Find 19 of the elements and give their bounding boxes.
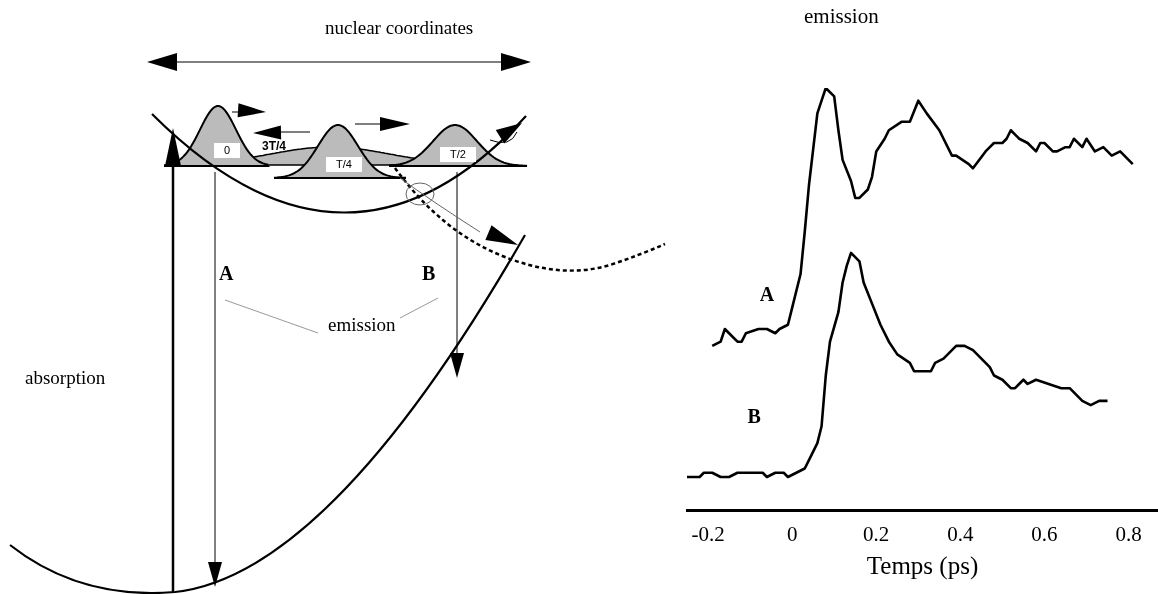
text: T/2: [440, 147, 476, 162]
text: A: [219, 262, 234, 284]
x-tick-label: 0.2: [863, 521, 890, 546]
text: 3T/4: [262, 139, 287, 153]
x-axis-title: Temps (ps): [866, 551, 979, 580]
text: T/4: [326, 157, 362, 172]
x-tick-label: 0.6: [1031, 521, 1058, 546]
text: 0: [214, 143, 241, 158]
text: B: [747, 404, 761, 427]
series-label: A: [759, 283, 775, 305]
text: B: [422, 262, 436, 284]
text: nuclear coordinates: [325, 17, 474, 38]
x-tick-label: 0.8: [1115, 521, 1142, 546]
x-tick-label: 0.4: [947, 521, 974, 546]
text: absorption: [25, 367, 106, 388]
x-tick-label: 0: [786, 521, 798, 546]
chart-title: emission: [804, 4, 879, 28]
text: emission: [328, 314, 396, 335]
x-tick-label: -0.2: [691, 521, 725, 546]
